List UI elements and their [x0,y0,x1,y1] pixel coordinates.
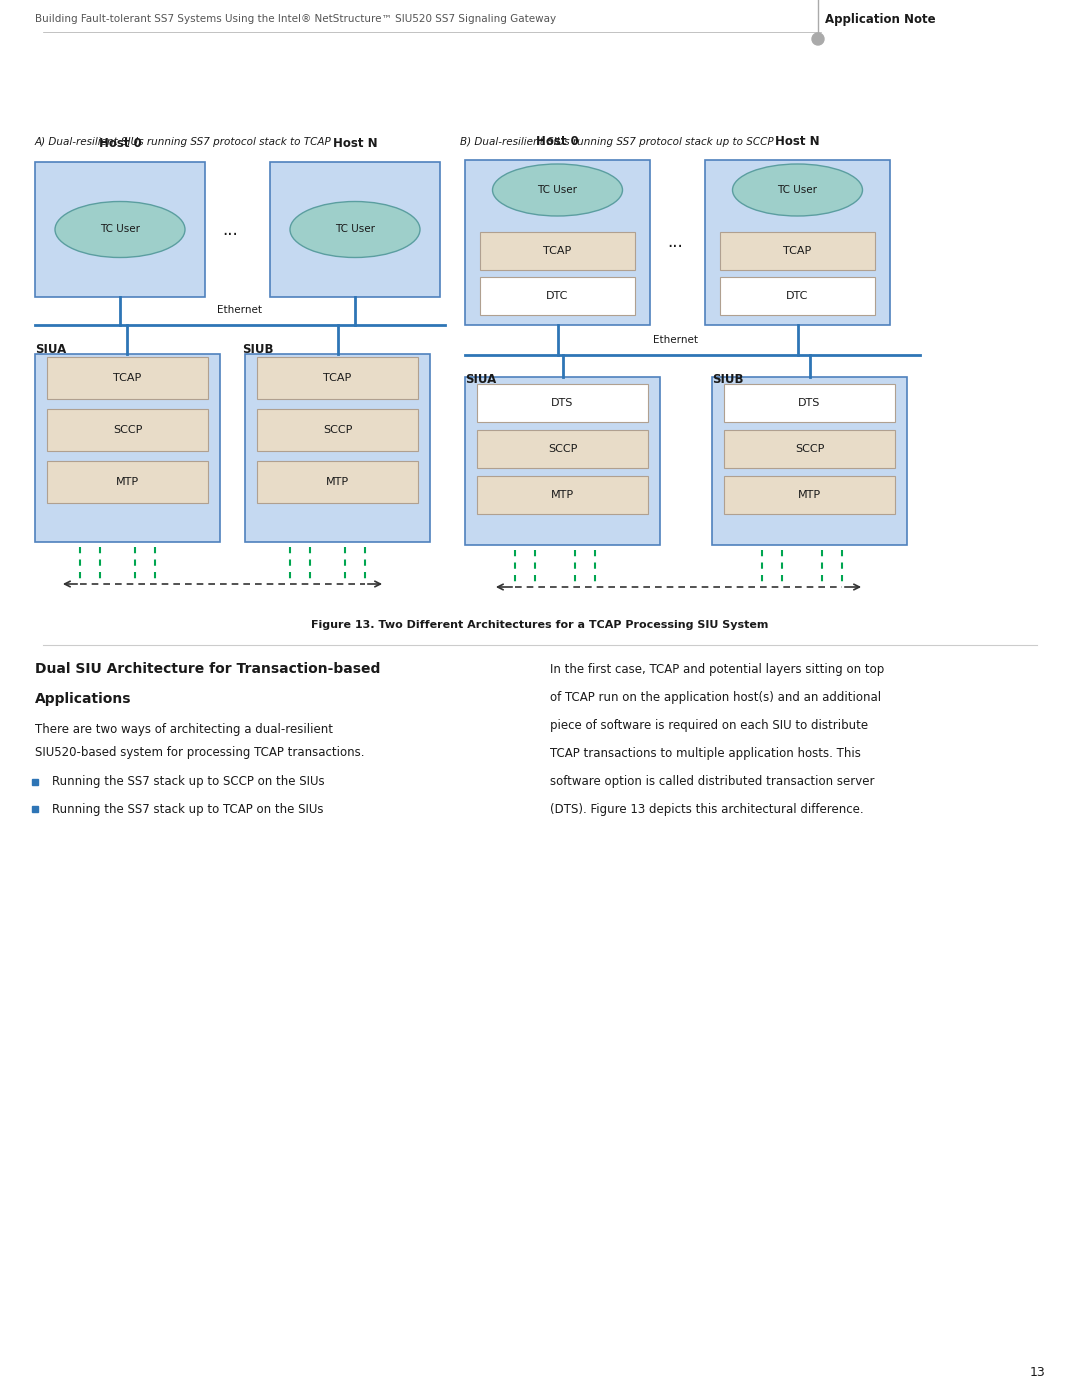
Text: software option is called distributed transaction server: software option is called distributed tr… [550,774,875,788]
Text: (DTS). Figure 13 depicts this architectural difference.: (DTS). Figure 13 depicts this architectu… [550,802,864,816]
Text: In the first case, TCAP and potential layers sitting on top: In the first case, TCAP and potential la… [550,662,885,676]
Text: MTP: MTP [116,476,139,488]
Text: SCCP: SCCP [112,425,143,434]
FancyBboxPatch shape [720,277,875,314]
FancyBboxPatch shape [724,476,895,514]
Text: There are two ways of architecting a dual-resilient: There are two ways of architecting a dua… [35,722,333,735]
Text: 13: 13 [1029,1365,1045,1379]
Text: B) Dual-resilient SIUs running SS7 protocol stack up to SCCP: B) Dual-resilient SIUs running SS7 proto… [460,137,773,147]
Text: Running the SS7 stack up to SCCP on the SIUs: Running the SS7 stack up to SCCP on the … [52,775,325,788]
FancyBboxPatch shape [465,377,660,545]
Text: TCAP: TCAP [323,373,352,383]
Circle shape [812,34,824,45]
Text: Host N: Host N [775,136,820,148]
FancyBboxPatch shape [705,161,890,326]
Text: MTP: MTP [326,476,349,488]
Text: Ethernet: Ethernet [652,335,698,345]
Text: MTP: MTP [798,490,821,500]
Text: DTS: DTS [551,398,573,408]
Text: MTP: MTP [551,490,575,500]
Text: TCAP: TCAP [543,246,571,256]
FancyBboxPatch shape [720,232,875,270]
Text: DTC: DTC [786,291,809,300]
Text: Applications: Applications [35,692,132,705]
FancyBboxPatch shape [480,232,635,270]
FancyBboxPatch shape [477,476,648,514]
Ellipse shape [291,201,420,257]
Text: TC User: TC User [538,184,578,196]
Ellipse shape [732,163,863,217]
Text: piece of software is required on each SIU to distribute: piece of software is required on each SI… [550,718,868,732]
Text: Host 0: Host 0 [98,137,141,149]
FancyBboxPatch shape [724,430,895,468]
FancyBboxPatch shape [477,430,648,468]
Text: Building Fault-tolerant SS7 Systems Using the Intel® NetStructure™ SIU520 SS7 Si: Building Fault-tolerant SS7 Systems Usin… [35,14,556,24]
Text: SIU520-based system for processing TCAP transactions.: SIU520-based system for processing TCAP … [35,746,365,759]
Text: ...: ... [667,233,683,251]
Text: SCCP: SCCP [548,444,577,454]
Text: TCAP: TCAP [113,373,141,383]
FancyBboxPatch shape [477,384,648,422]
Text: Dual SIU Architecture for Transaction-based: Dual SIU Architecture for Transaction-ba… [35,662,380,676]
Ellipse shape [55,201,185,257]
FancyBboxPatch shape [480,277,635,314]
Text: TC User: TC User [778,184,818,196]
FancyBboxPatch shape [270,162,440,298]
Text: Ethernet: Ethernet [217,305,262,314]
Text: Running the SS7 stack up to TCAP on the SIUs: Running the SS7 stack up to TCAP on the … [52,802,324,816]
Text: SIUB: SIUB [242,344,273,356]
Text: SCCP: SCCP [323,425,352,434]
Text: TC User: TC User [100,225,140,235]
Text: of TCAP run on the application host(s) and an additional: of TCAP run on the application host(s) a… [550,690,881,704]
FancyBboxPatch shape [48,461,208,503]
FancyBboxPatch shape [257,461,418,503]
Text: SIUA: SIUA [465,373,496,386]
Text: TCAP: TCAP [783,246,812,256]
FancyBboxPatch shape [35,353,220,542]
Text: ...: ... [222,221,238,239]
FancyBboxPatch shape [245,353,430,542]
FancyBboxPatch shape [724,384,895,422]
FancyBboxPatch shape [48,358,208,400]
FancyBboxPatch shape [35,162,205,298]
FancyBboxPatch shape [257,409,418,451]
Text: SIUB: SIUB [712,373,743,386]
Text: A) Dual-resilient SIUs running SS7 protocol stack to TCAP: A) Dual-resilient SIUs running SS7 proto… [35,137,332,147]
FancyBboxPatch shape [712,377,907,545]
Text: Host N: Host N [333,137,377,149]
Text: Figure 13. Two Different Architectures for a TCAP Processing SIU System: Figure 13. Two Different Architectures f… [311,620,769,630]
Text: SCCP: SCCP [795,444,824,454]
Text: Host 0: Host 0 [536,136,579,148]
Text: TC User: TC User [335,225,375,235]
Text: TCAP transactions to multiple application hosts. This: TCAP transactions to multiple applicatio… [550,746,861,760]
Text: Application Note: Application Note [825,13,935,25]
FancyBboxPatch shape [48,409,208,451]
Text: DTC: DTC [546,291,569,300]
Text: SIUA: SIUA [35,344,66,356]
Ellipse shape [492,163,622,217]
Text: DTS: DTS [798,398,821,408]
FancyBboxPatch shape [257,358,418,400]
FancyBboxPatch shape [465,161,650,326]
